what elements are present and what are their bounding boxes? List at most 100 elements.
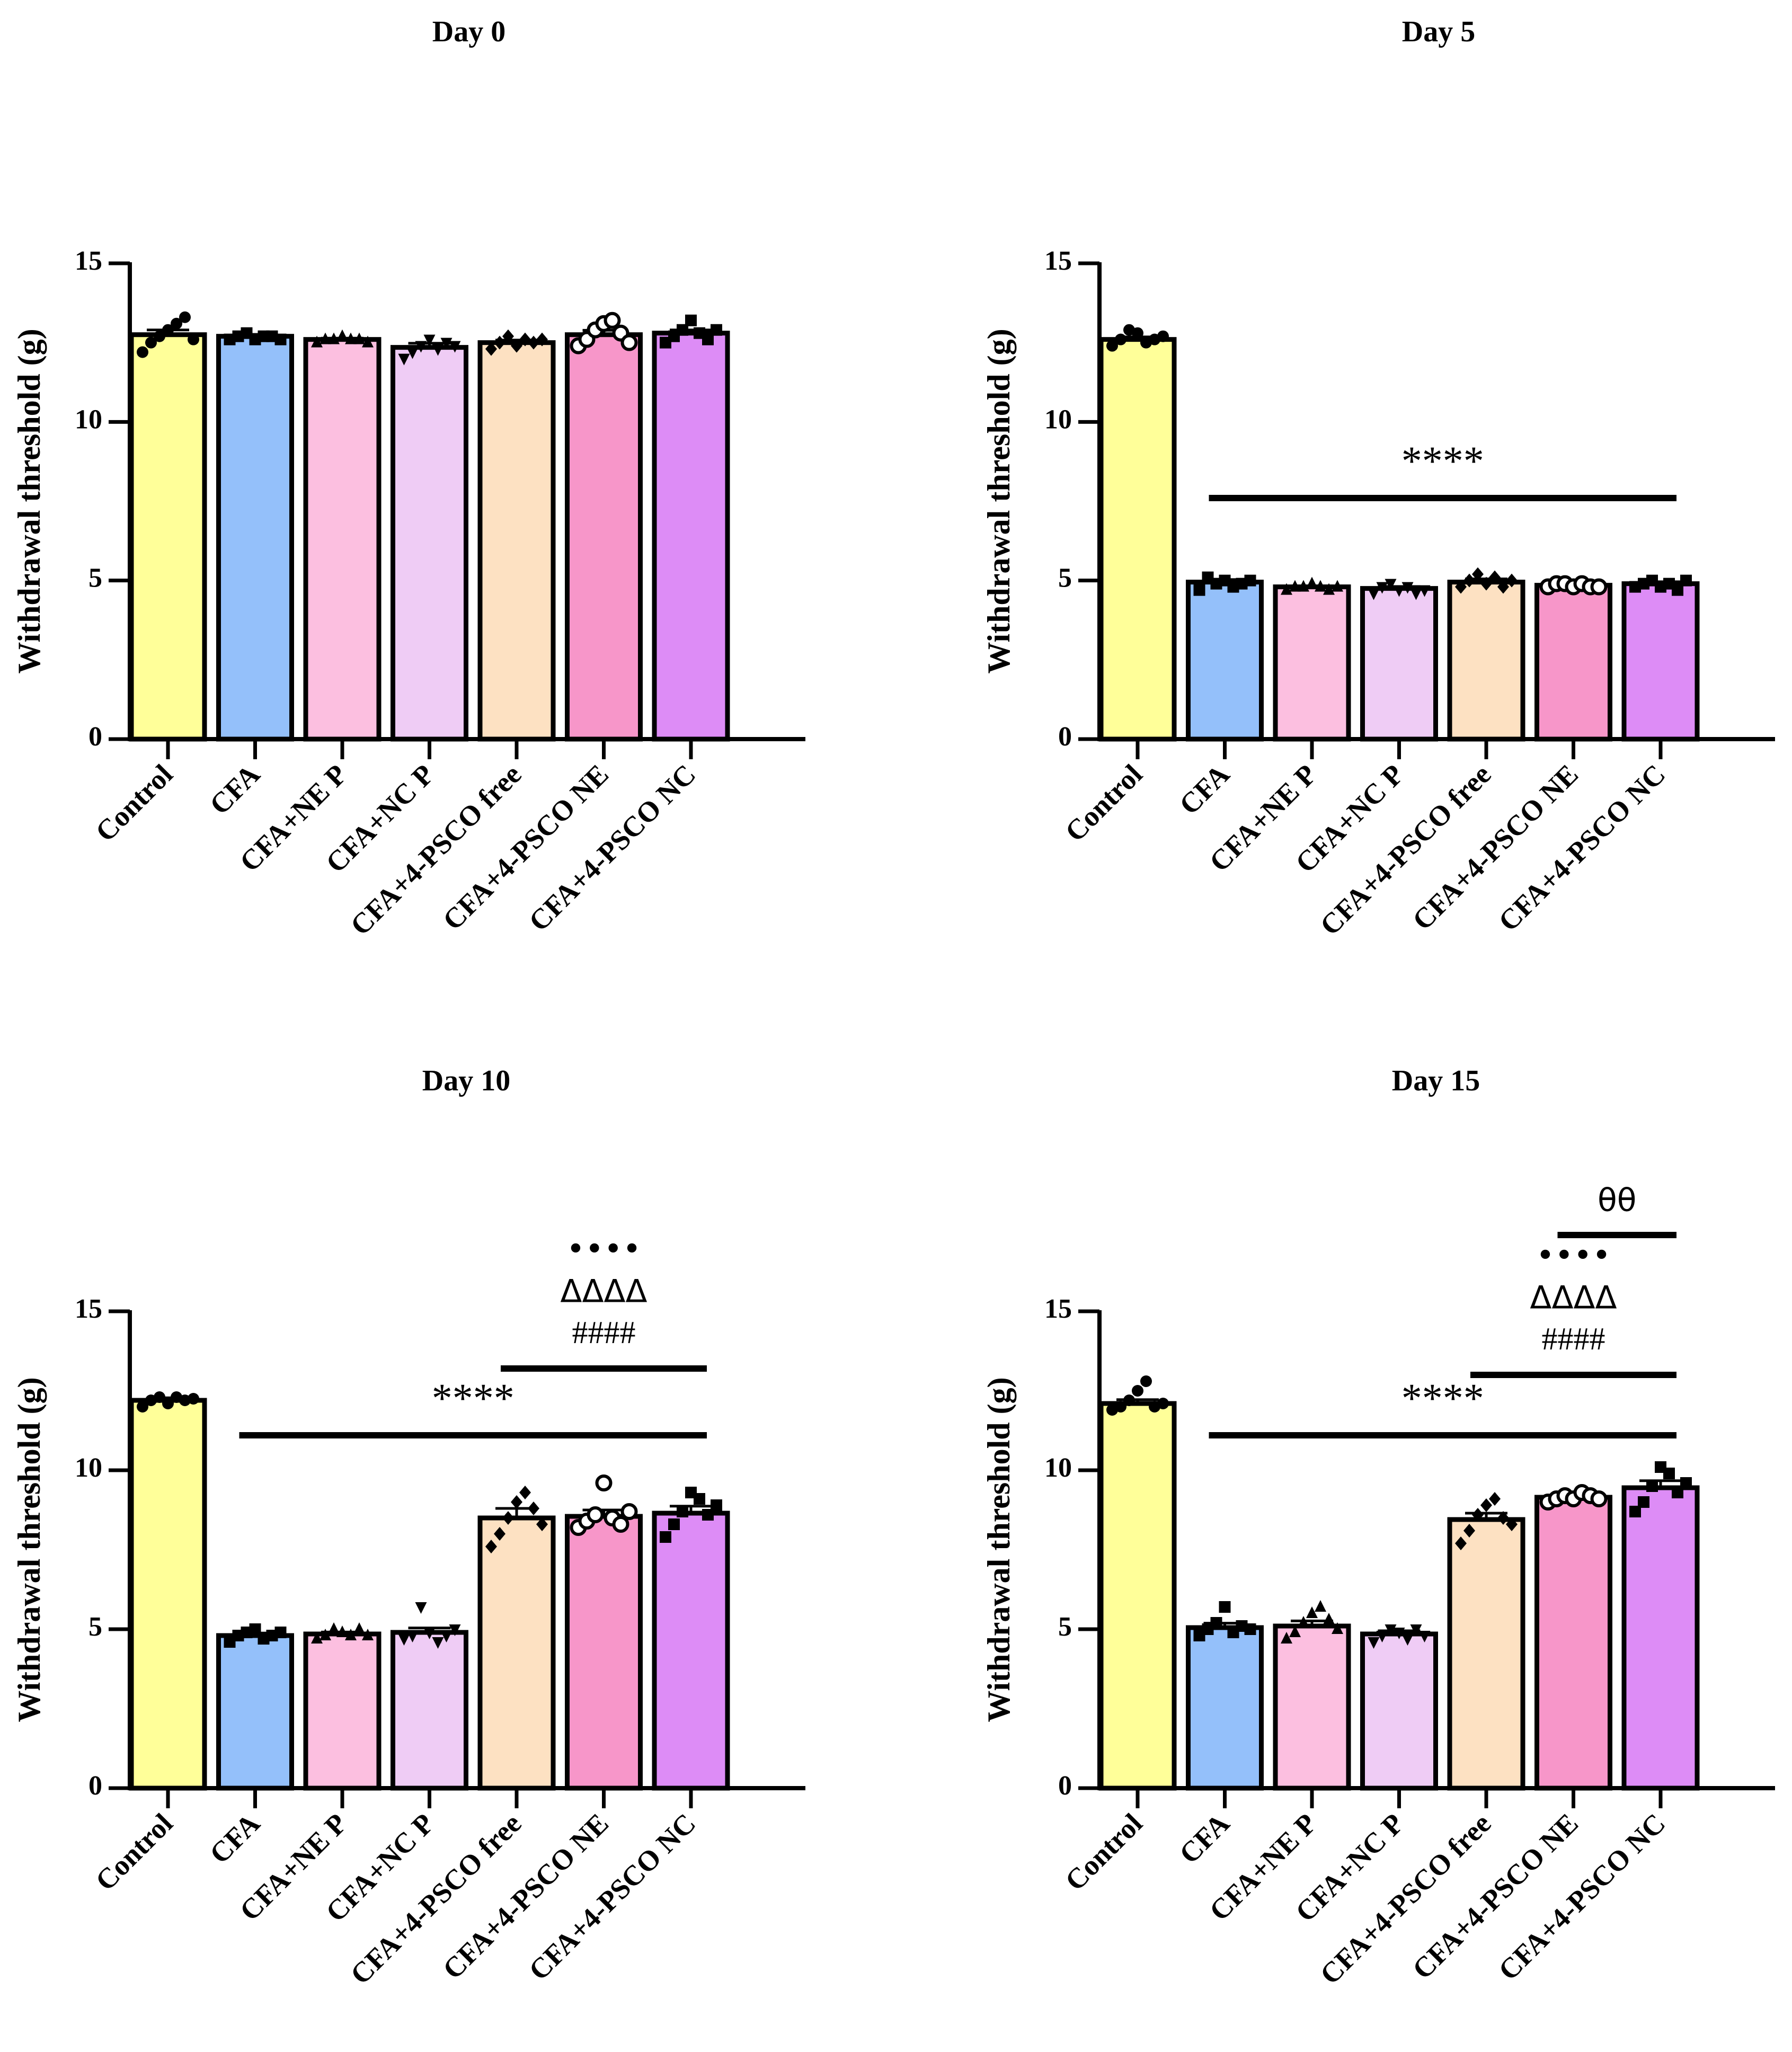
data-point (1157, 330, 1169, 342)
data-point (1132, 327, 1143, 339)
y-tick-label: 15 (1044, 246, 1072, 276)
x-tick-label: CFA (203, 758, 266, 821)
y-axis-label: Withdrawal threshold (g) (12, 1377, 47, 1722)
x-tick-label: CFA+4-PSCO NC (1492, 758, 1671, 937)
data-point (494, 1527, 505, 1541)
data-point (1306, 1606, 1318, 1618)
y-axis-label: Withdrawal threshold (g) (981, 1377, 1016, 1722)
data-point (345, 332, 357, 344)
bar (216, 334, 294, 742)
bar (1447, 580, 1525, 742)
bar (1273, 584, 1351, 742)
data-point (1472, 567, 1484, 581)
data-point (1376, 1631, 1388, 1642)
bar (1186, 1625, 1264, 1791)
bar (652, 331, 730, 742)
chart-panel-1: Day 5 Withdrawal threshold (g) 0 5 10 15 Contr… (981, 15, 1775, 941)
y-tick-label: 10 (75, 1453, 102, 1483)
data-point (1672, 1487, 1683, 1498)
data-point (432, 1637, 444, 1649)
significance-label: ΔΔΔΔ (1530, 1280, 1617, 1317)
data-point (612, 1516, 629, 1533)
x-tick-label: CFA (1173, 758, 1236, 821)
data-point (536, 332, 548, 347)
data-point (485, 342, 497, 356)
x-tick-label: CFA+4-PSCO NC (522, 1807, 702, 1986)
data-point (1680, 574, 1692, 587)
y-tick-label: 5 (88, 563, 102, 593)
data-point (415, 1602, 427, 1614)
data-point (1332, 580, 1343, 592)
y-tick-label: 10 (1044, 404, 1072, 434)
data-point (1497, 1511, 1509, 1525)
bar (391, 345, 468, 742)
data-point (595, 1474, 613, 1491)
data-point (1497, 580, 1509, 594)
significance-label: **** (1401, 1375, 1484, 1421)
data-point (1401, 582, 1414, 594)
data-point (1323, 1613, 1335, 1624)
bar (565, 1514, 643, 1791)
data-point (604, 312, 621, 329)
data-point (398, 353, 410, 366)
data-point (1368, 588, 1380, 600)
data-point (1629, 1506, 1641, 1517)
data-point (1210, 1617, 1222, 1629)
bar (129, 332, 207, 742)
data-point (1393, 1628, 1405, 1639)
y-axis-label: Withdrawal threshold (g) (981, 328, 1016, 673)
bar (652, 1511, 730, 1791)
data-point (1315, 1600, 1326, 1612)
x-tick-label: CFA (1173, 1807, 1236, 1870)
data-point (274, 333, 287, 345)
data-point (1244, 1623, 1256, 1635)
chart-panel-2: Day 10 Withdrawal threshold (g) 0 5 10 15 Cont… (12, 1064, 805, 1991)
data-point (188, 333, 199, 345)
data-point (449, 1624, 461, 1636)
data-point (328, 332, 340, 344)
significance-label: ΔΔΔΔ (560, 1273, 647, 1310)
y-tick-label: 15 (1044, 1294, 1072, 1324)
data-point (1140, 1375, 1152, 1387)
data-point (171, 317, 182, 330)
data-point (440, 337, 453, 350)
data-point (415, 341, 427, 353)
data-point (1298, 580, 1309, 592)
bar (1273, 1623, 1351, 1791)
data-point (1455, 580, 1467, 594)
data-point (162, 324, 174, 336)
bar (565, 332, 643, 742)
data-point (1323, 583, 1335, 595)
data-point (1368, 1637, 1380, 1649)
y-tick-label: 0 (88, 722, 102, 752)
significance-label: #### (1542, 1321, 1605, 1356)
bar (1534, 583, 1612, 742)
bar (1186, 580, 1264, 742)
bar (216, 1633, 294, 1791)
data-point (528, 1502, 539, 1515)
data-point (1298, 1616, 1309, 1628)
bar (1621, 1485, 1700, 1791)
data-point (137, 346, 148, 358)
data-point (328, 1622, 340, 1634)
data-point (1455, 1536, 1467, 1550)
data-point (620, 1503, 638, 1520)
chart-panel-0: Day 0 Withdrawal threshold (g) 0 5 10 15 Contr… (12, 15, 805, 941)
data-point (1638, 1496, 1649, 1508)
x-tick-label: CFA (203, 1807, 266, 1870)
data-point (362, 1629, 374, 1640)
x-tick-label: Control (1059, 1807, 1148, 1897)
data-point (711, 324, 722, 336)
data-point (1193, 584, 1205, 596)
data-point (1489, 1492, 1501, 1506)
bar (129, 1398, 207, 1791)
data-point (668, 1518, 680, 1530)
bar (1447, 1517, 1525, 1791)
data-point (440, 1631, 453, 1642)
data-point (502, 1511, 514, 1525)
y-tick-label: 0 (1058, 722, 1072, 752)
data-point (345, 1629, 357, 1640)
data-point (311, 1632, 323, 1644)
data-point (274, 1627, 287, 1638)
data-point (1489, 570, 1501, 584)
